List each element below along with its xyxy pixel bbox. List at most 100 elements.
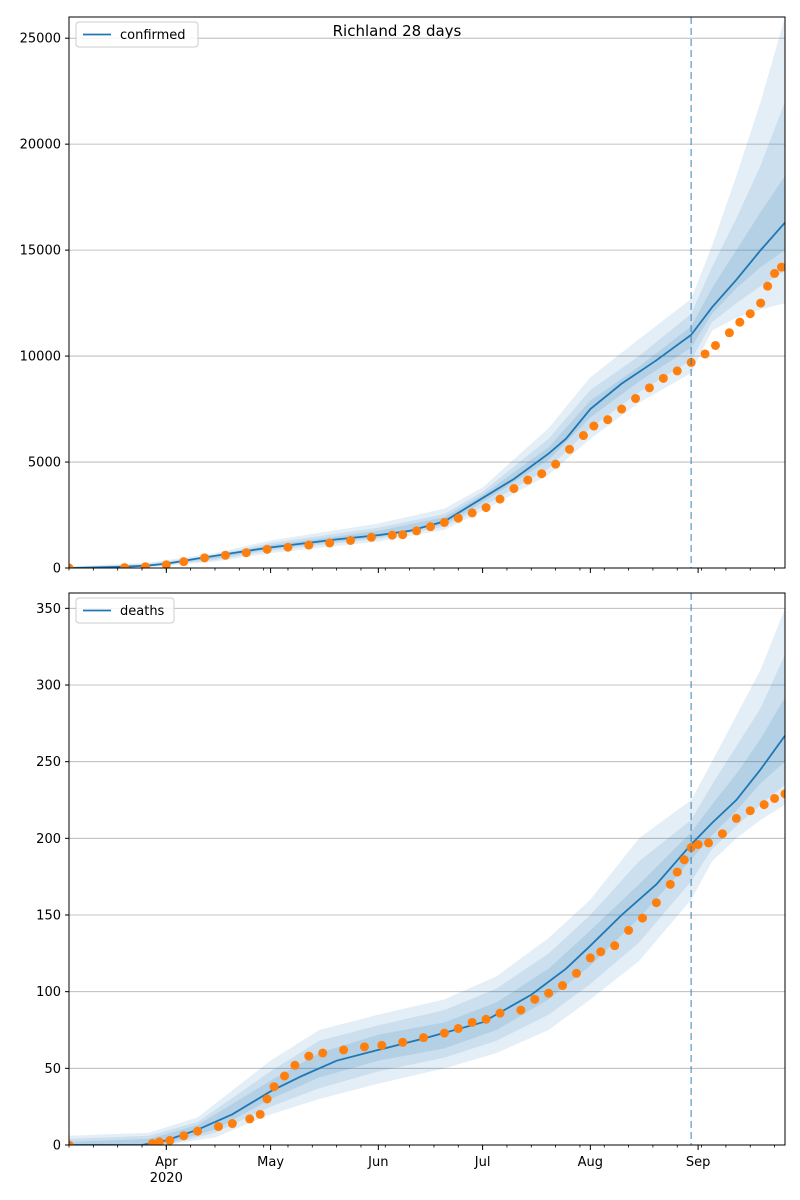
y-tick-label: 0 bbox=[53, 1139, 61, 1154]
observed-point bbox=[763, 281, 773, 291]
observed-point bbox=[585, 953, 595, 963]
observed-point bbox=[509, 484, 519, 494]
observed-point bbox=[665, 879, 675, 889]
observed-point bbox=[700, 349, 710, 359]
observed-point bbox=[179, 1131, 189, 1141]
model-line bbox=[69, 735, 785, 1145]
observed-point bbox=[596, 947, 606, 957]
plot-frame bbox=[68, 16, 786, 569]
observed-point bbox=[227, 1119, 237, 1129]
band-inner bbox=[69, 175, 785, 568]
x-tick-label: Jul bbox=[474, 1155, 491, 1170]
observed-point bbox=[571, 968, 581, 978]
observed-point bbox=[777, 262, 785, 272]
observed-point bbox=[245, 1114, 255, 1124]
band-outer bbox=[69, 17, 785, 568]
y-tick-label: 200 bbox=[36, 832, 61, 847]
x-tick-label: Jun bbox=[367, 1155, 388, 1170]
y-tick-label: 350 bbox=[36, 602, 61, 617]
legend-label: confirmed bbox=[120, 28, 186, 43]
observed-point bbox=[658, 373, 668, 383]
observed-point bbox=[255, 1109, 265, 1119]
observed-point bbox=[578, 431, 588, 441]
observed-point bbox=[710, 340, 720, 350]
observed-point bbox=[651, 898, 661, 908]
observed-point bbox=[200, 553, 210, 563]
plot-frame bbox=[68, 592, 786, 1146]
observed-point bbox=[165, 1135, 175, 1145]
observed-point bbox=[69, 563, 74, 568]
y-tick-label: 5000 bbox=[28, 456, 61, 471]
observed-point bbox=[481, 503, 491, 513]
observed-point bbox=[439, 1028, 449, 1038]
observed-point bbox=[290, 1060, 300, 1070]
observed-point bbox=[147, 1138, 157, 1145]
x-tick-label: Sep bbox=[686, 1155, 711, 1170]
legend: deaths bbox=[75, 597, 175, 624]
observed-point bbox=[339, 1045, 349, 1055]
observed-point bbox=[523, 475, 533, 485]
y-tick-label: 50 bbox=[44, 1062, 61, 1077]
plot-area bbox=[69, 17, 796, 568]
observed-point bbox=[745, 806, 755, 816]
model-line bbox=[69, 221, 785, 568]
observed-point bbox=[453, 1023, 463, 1033]
band-middle bbox=[69, 101, 785, 568]
observed-point bbox=[241, 548, 251, 558]
panel-deaths: 0 50 100 150 200 250 300 350 Apr May Jun Jul Aug Sep 2… bbox=[36, 592, 800, 1186]
observed-point bbox=[377, 1040, 387, 1050]
observed-point bbox=[359, 1042, 369, 1052]
band-middle bbox=[69, 654, 785, 1145]
legend: confirmed bbox=[75, 21, 199, 48]
observed-point bbox=[193, 1126, 203, 1136]
y-tick-label: 300 bbox=[36, 679, 61, 694]
x-tick-label: May bbox=[257, 1155, 284, 1170]
observed-point bbox=[724, 328, 734, 338]
observed-point bbox=[516, 1005, 526, 1015]
observed-point bbox=[467, 508, 477, 518]
observed-point bbox=[140, 562, 150, 568]
observed-point bbox=[787, 256, 796, 265]
x-year-label: 2020 bbox=[150, 1171, 183, 1186]
y-tick-label: 0 bbox=[53, 562, 61, 577]
observed-point bbox=[495, 494, 505, 504]
observed-point bbox=[745, 309, 755, 319]
observed-point bbox=[693, 839, 703, 849]
band-inner bbox=[69, 697, 785, 1145]
observed-point bbox=[551, 459, 561, 469]
observed-point bbox=[603, 415, 613, 425]
observed-point bbox=[467, 1017, 477, 1027]
legend-box bbox=[75, 597, 175, 624]
observed-point bbox=[610, 941, 620, 951]
observed-point bbox=[387, 530, 397, 540]
observed-point bbox=[672, 366, 682, 376]
observed-point bbox=[495, 1008, 505, 1018]
panel-confirmed: 0 5000 10000 15000 20000 25000 confirmed bbox=[20, 16, 796, 577]
observed-point bbox=[439, 517, 449, 527]
observed-point bbox=[780, 789, 785, 799]
y-tick-label: 150 bbox=[36, 909, 61, 924]
observed-point bbox=[262, 544, 272, 554]
observed-point bbox=[530, 994, 540, 1004]
observed-point bbox=[717, 829, 727, 839]
observed-point bbox=[366, 532, 376, 542]
observed-point bbox=[213, 1122, 223, 1132]
observed-point bbox=[631, 393, 641, 403]
observed-point bbox=[565, 444, 575, 454]
observed-point bbox=[794, 780, 800, 789]
observed-point bbox=[398, 530, 408, 540]
observed-point bbox=[756, 298, 766, 308]
observed-point bbox=[544, 988, 554, 998]
plot-area bbox=[69, 608, 800, 1145]
observed-point bbox=[120, 563, 130, 568]
y-tick-label: 25000 bbox=[20, 32, 61, 47]
observed-point bbox=[558, 981, 568, 991]
observed-point bbox=[179, 557, 189, 567]
y-tick-label: 100 bbox=[36, 985, 61, 1000]
observed-point bbox=[679, 855, 689, 865]
observed-point bbox=[735, 317, 745, 327]
y-tick-label: 20000 bbox=[20, 138, 61, 153]
observed-point bbox=[154, 1137, 164, 1145]
observed-point bbox=[589, 421, 599, 431]
observed-point bbox=[672, 867, 682, 877]
